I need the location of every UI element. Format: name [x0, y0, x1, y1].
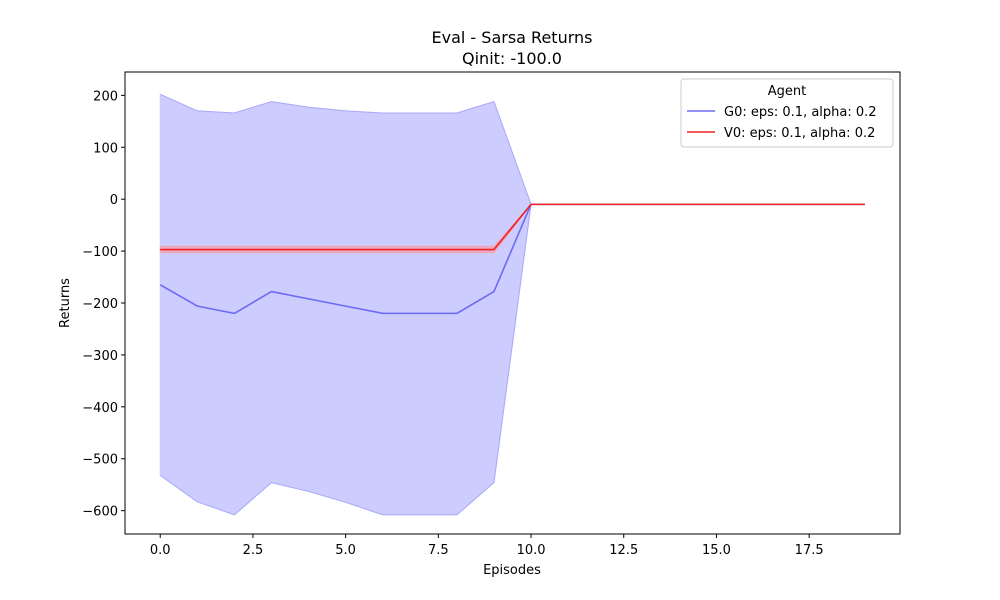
x-tick-label: 0.0 — [150, 543, 171, 558]
y-axis-label: Returns — [58, 278, 73, 328]
y-tick-label: −500 — [82, 453, 118, 468]
chart-title: Eval - Sarsa Returns — [432, 28, 593, 47]
y-tick-label: −100 — [82, 245, 118, 260]
x-tick-label: 17.5 — [795, 543, 824, 558]
x-axis-ticks: 0.0 2.5 5.0 7.5 10.0 12.5 15.0 17.5 — [150, 534, 824, 558]
legend-box — [680, 78, 894, 148]
y-tick-label: −200 — [82, 297, 118, 312]
legend-title: Agent — [768, 84, 806, 99]
x-tick-label: 2.5 — [243, 543, 264, 558]
x-tick-label: 15.0 — [702, 543, 731, 558]
x-tick-label: 7.5 — [428, 543, 449, 558]
y-tick-label: 0 — [110, 193, 118, 208]
legend-label-g0: G0: eps: 0.1, alpha: 0.2 — [724, 105, 877, 120]
x-tick-label: 12.5 — [609, 543, 638, 558]
line-v0 — [160, 203, 865, 251]
y-tick-label: −300 — [82, 349, 118, 364]
x-tick-label: 10.0 — [517, 543, 546, 558]
y-tick-label: 200 — [93, 89, 118, 104]
x-tick-label: 5.0 — [335, 543, 356, 558]
y-tick-label: 100 — [93, 141, 118, 156]
legend: Agent G0: eps: 0.1, alpha: 0.2 V0: eps: … — [680, 78, 894, 148]
y-axis-ticks: 200 100 0 −100 −200 −300 −400 −500 −600 — [82, 89, 125, 520]
chart-subtitle: Qinit: -100.0 — [462, 49, 562, 68]
y-tick-label: −600 — [82, 505, 118, 520]
y-tick-label: −400 — [82, 401, 118, 416]
legend-label-v0: V0: eps: 0.1, alpha: 0.2 — [724, 126, 875, 141]
series-lines — [159, 203, 865, 315]
x-axis-label: Episodes — [483, 563, 541, 578]
